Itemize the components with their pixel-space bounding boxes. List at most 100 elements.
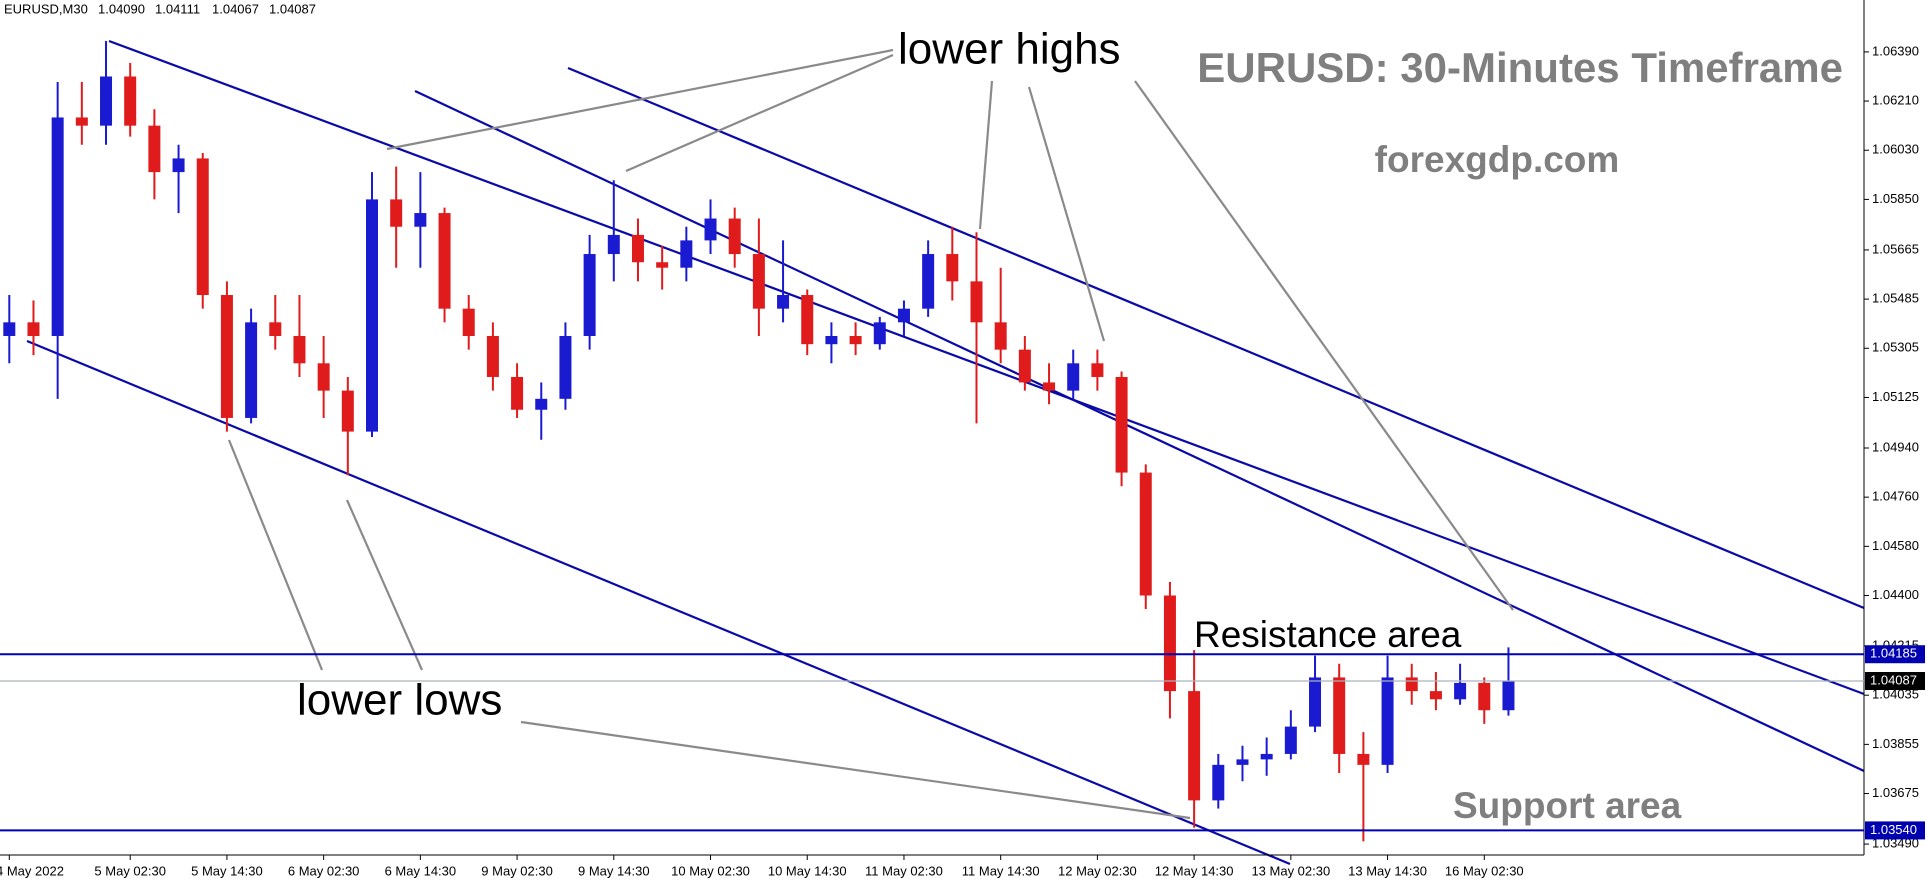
- candle-body: [946, 254, 959, 282]
- price-tag-label: 1.04087: [1870, 672, 1917, 687]
- candle-body: [486, 335, 499, 377]
- candle-body: [1502, 680, 1515, 711]
- x-tick-label: 9 May 02:30: [481, 863, 553, 878]
- y-tick-label: 1.03855: [1872, 736, 1919, 751]
- candle-body: [1333, 677, 1346, 754]
- candle-body: [124, 76, 137, 126]
- header-low: 1.04067: [212, 1, 259, 16]
- trend-line: [108, 39, 1865, 696]
- x-tick-label: 5 May 14:30: [191, 863, 263, 878]
- candle-body: [366, 199, 378, 432]
- y-tick-label: 1.05665: [1872, 241, 1919, 256]
- y-tick-label: 1.04035: [1872, 687, 1919, 702]
- y-tick-label: 1.06210: [1872, 93, 1919, 108]
- candle-body: [317, 363, 330, 391]
- candle-body: [656, 262, 669, 268]
- symbol: EURUSD,M30: [4, 1, 88, 16]
- candle-body: [1381, 677, 1394, 765]
- x-tick-label: 5 May 02:30: [94, 863, 166, 878]
- candle-body: [801, 295, 814, 345]
- header: EURUSD,M30 1.04090 1.04111 1.04067 1.040…: [4, 1, 316, 16]
- x-tick-label: 13 May 14:30: [1348, 863, 1427, 878]
- x-tick-label: 10 May 14:30: [768, 863, 847, 878]
- trend-line: [414, 90, 1865, 772]
- annotation: Support area: [1453, 785, 1682, 826]
- candle-body: [390, 199, 403, 227]
- y-tick-label: 1.04760: [1872, 489, 1919, 504]
- candle-body: [220, 295, 233, 418]
- price-tag: [1865, 645, 1925, 664]
- pointer: [227, 439, 324, 671]
- candle-body: [1163, 595, 1176, 692]
- candle-body: [1018, 349, 1031, 383]
- plot-area: [3, 40, 1515, 842]
- trend-line: [567, 66, 1865, 610]
- price-tag-label: 1.03540: [1870, 822, 1917, 837]
- y-tick-label: 1.06030: [1872, 142, 1919, 157]
- candle-body: [535, 398, 548, 410]
- candle-body: [414, 213, 427, 227]
- x-tick-label: 9 May 14:30: [578, 863, 650, 878]
- candle-body: [1260, 753, 1273, 760]
- pointer: [1134, 80, 1514, 611]
- candle-body: [1309, 677, 1322, 727]
- x-tick-label: 11 May 14:30: [962, 863, 1040, 878]
- y-tick-label: 1.05485: [1872, 291, 1919, 306]
- x-tick-label: 6 May 14:30: [385, 863, 457, 878]
- header-high: 1.04111: [155, 1, 200, 16]
- candle-body: [1139, 472, 1152, 596]
- x-tick-label: 11 May 02:30: [865, 863, 943, 878]
- candle-body: [994, 322, 1007, 350]
- candle-body: [825, 335, 838, 345]
- candle-body: [1115, 376, 1128, 473]
- candle-body: [607, 234, 620, 255]
- pointer: [978, 80, 994, 230]
- x-tick-label: 4 May 2022: [0, 863, 64, 878]
- candle-body: [1454, 682, 1467, 700]
- pointer: [386, 48, 894, 151]
- y-tick-label: 1.04400: [1872, 587, 1919, 602]
- candle-body: [293, 335, 306, 364]
- candle-body: [922, 254, 935, 309]
- x-tick-label: 12 May 02:30: [1058, 863, 1137, 878]
- chart-title: EURUSD: 30-Minutes Timeframe: [1197, 44, 1843, 91]
- x-tick-label: 10 May 02:30: [671, 863, 750, 878]
- candle-body: [3, 322, 16, 336]
- candle-body: [245, 322, 258, 418]
- candle-body: [1091, 363, 1104, 377]
- annotation: lower highs: [898, 25, 1121, 74]
- y-tick-label: 1.05125: [1872, 389, 1919, 404]
- candle-body: [100, 76, 113, 126]
- candle-body: [970, 281, 983, 323]
- candle-body: [1429, 691, 1442, 700]
- candle-body: [704, 218, 717, 241]
- candle-body: [1067, 363, 1080, 391]
- candle-body: [1405, 677, 1418, 692]
- candle-body: [462, 308, 475, 336]
- pointer: [1027, 86, 1106, 342]
- candle-body: [75, 117, 88, 126]
- candle-body: [148, 125, 161, 173]
- y-tick-label: 1.05305: [1872, 340, 1919, 355]
- candle-body: [559, 335, 572, 399]
- trend-line: [26, 339, 1291, 866]
- candle-body: [1188, 691, 1201, 801]
- pointer: [345, 499, 424, 671]
- y-tick-label: 1.05850: [1872, 191, 1919, 206]
- candle-body: [511, 376, 524, 410]
- candle-body: [1212, 764, 1225, 801]
- price-tag-label: 1.04185: [1870, 646, 1917, 661]
- candle-body: [196, 158, 209, 296]
- chart-subtitle: forexgdp.com: [1375, 139, 1620, 180]
- candle-body: [1236, 759, 1249, 765]
- candle-body: [728, 218, 741, 255]
- candle-body: [1043, 382, 1056, 391]
- candle-body: [438, 213, 451, 309]
- pointer: [520, 720, 1191, 820]
- annotation: lower lows: [297, 676, 502, 725]
- price-tag: [1865, 671, 1925, 690]
- x-tick-label: 12 May 14:30: [1155, 863, 1234, 878]
- candle-body: [680, 240, 693, 268]
